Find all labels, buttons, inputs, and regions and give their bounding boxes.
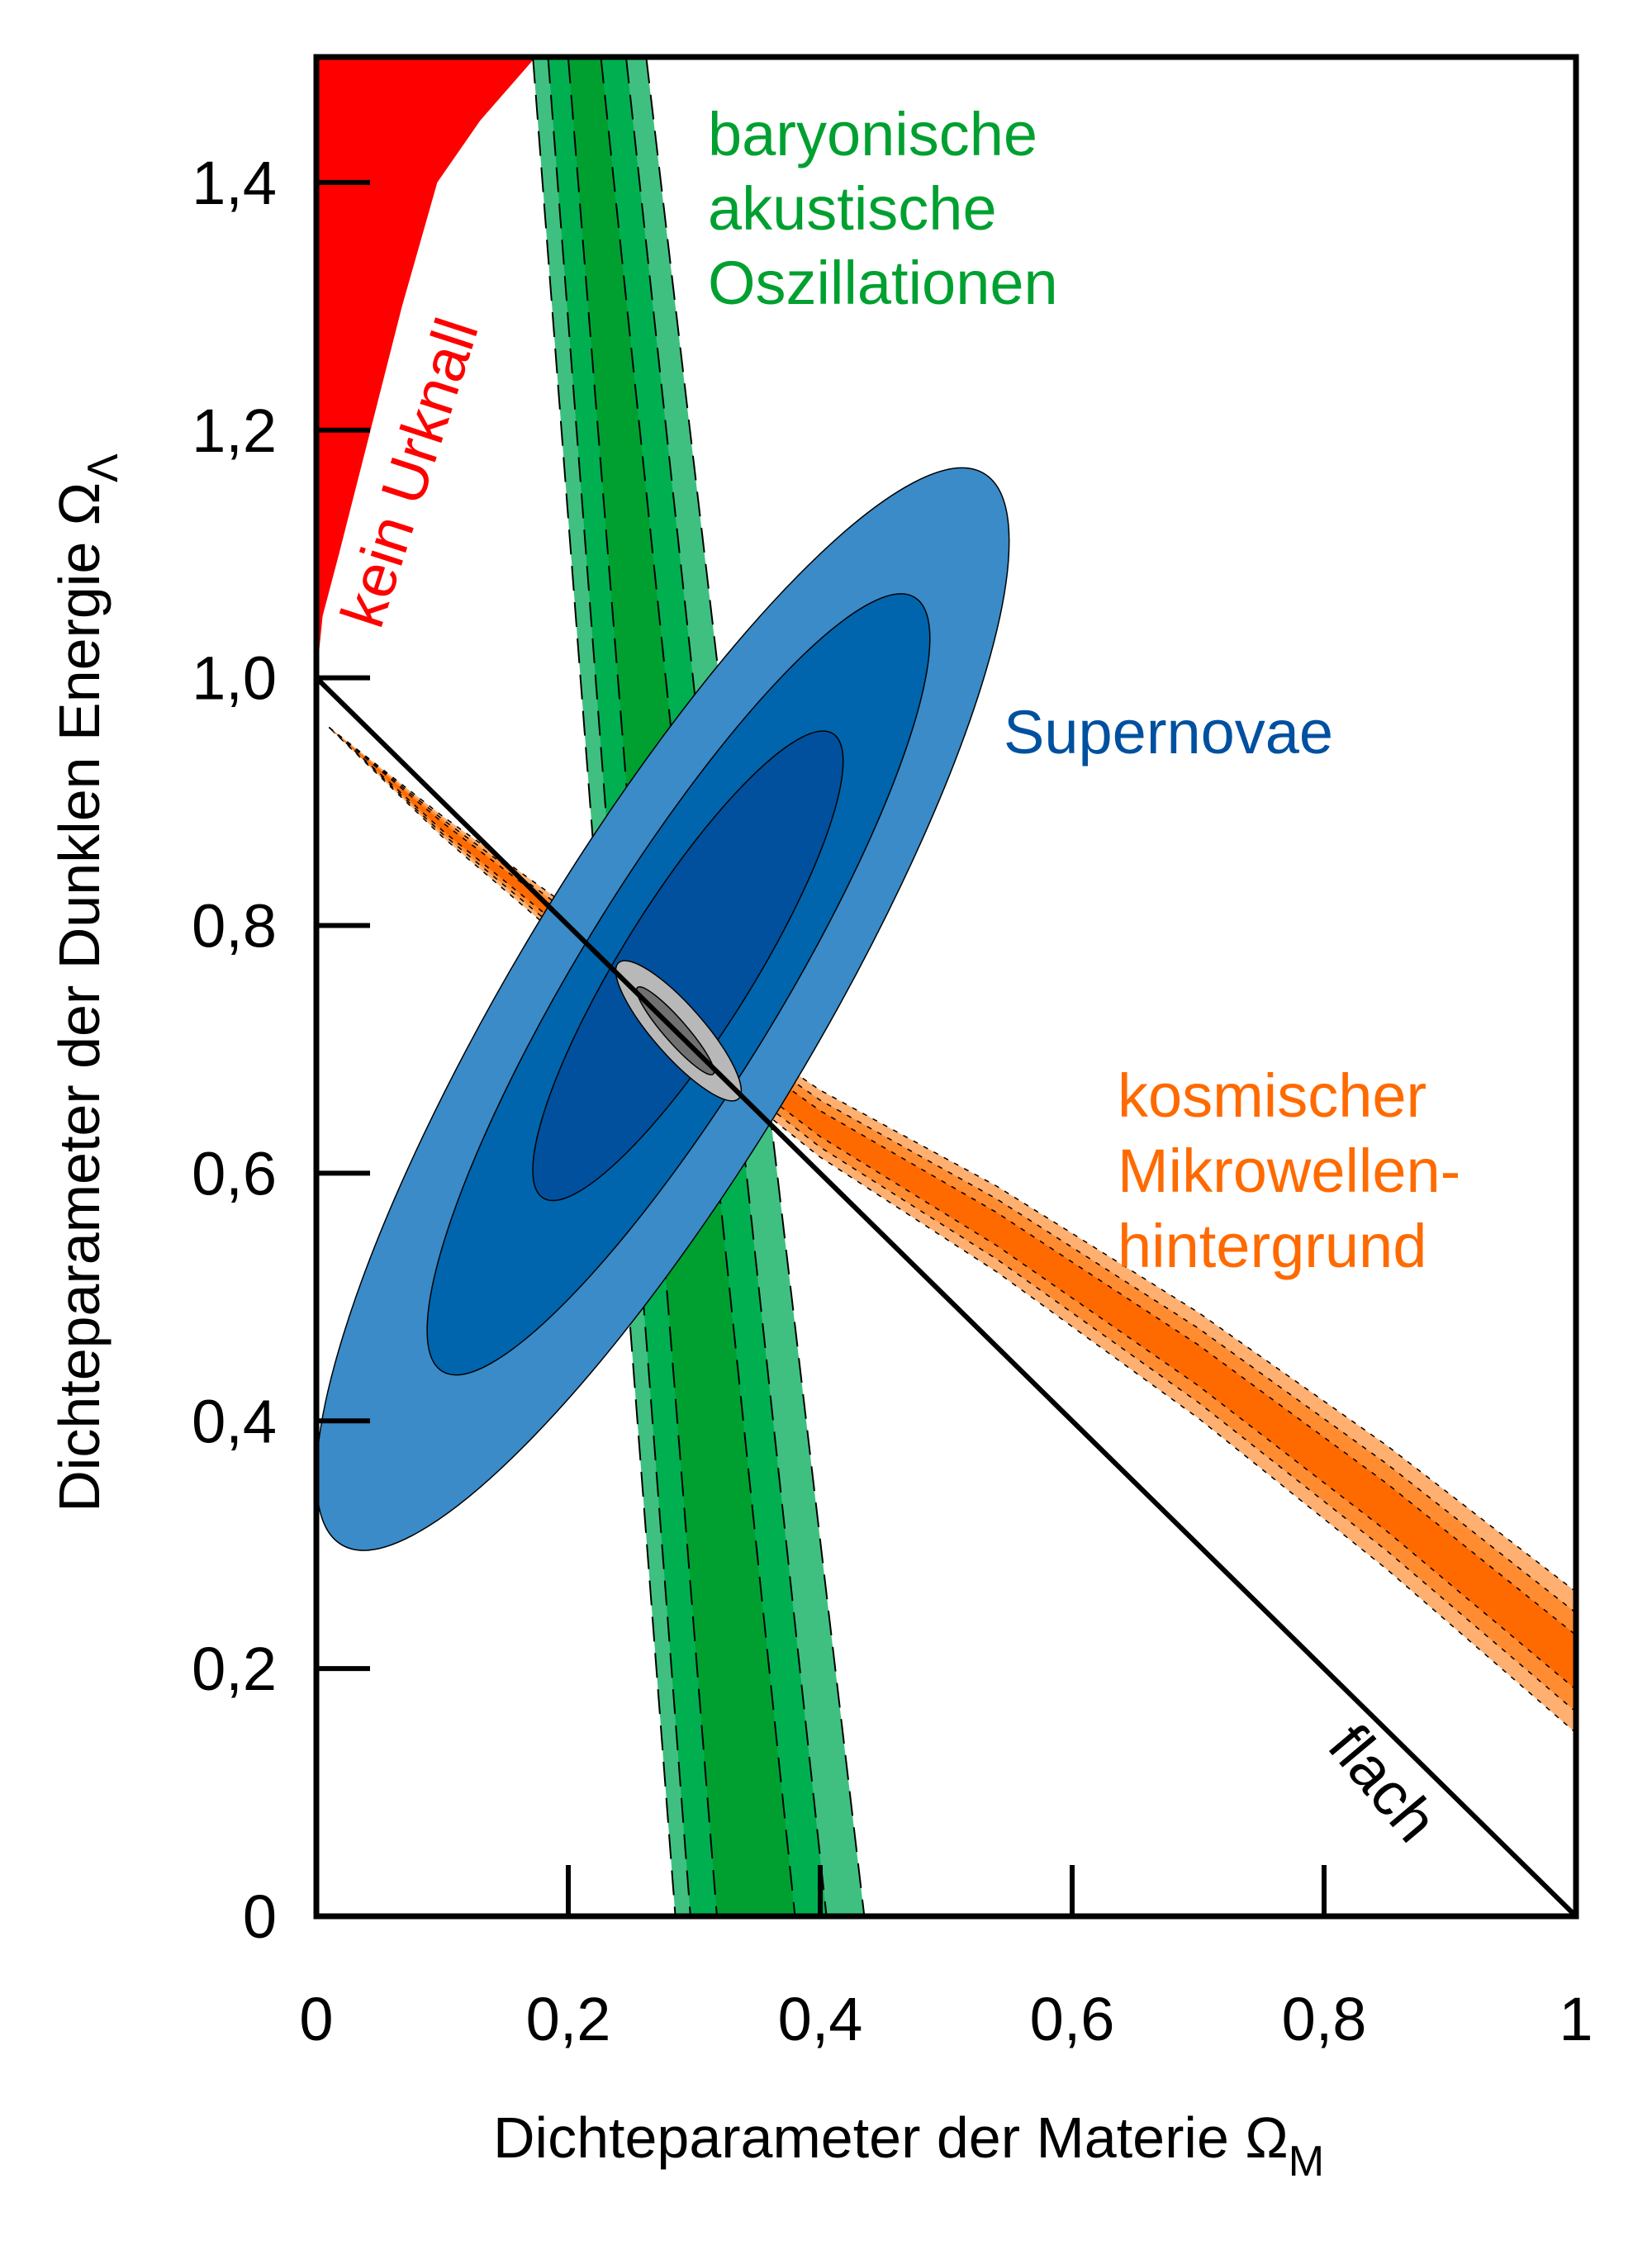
cmb-label-line-3: hintergrund [1118, 1212, 1427, 1280]
bao-label-line-2: akustische [708, 174, 997, 243]
bao-label-line-3: Oszillationen [708, 249, 1058, 317]
flat-label: flach [1316, 1711, 1451, 1854]
bao-label-line-1: baryonische [708, 100, 1037, 168]
plot-area [316, 58, 1576, 1916]
flat-universe-line [316, 676, 1576, 1916]
x-tick-label: 0,2 [526, 1985, 611, 2053]
y-tick-label: 0,6 [192, 1139, 277, 1208]
x-tick-label: 0,8 [1282, 1985, 1367, 2053]
cmb-band-edge [328, 727, 1576, 1592]
cmb-band-edge [328, 727, 1576, 1713]
x-tick-label: 0 [299, 1985, 333, 2053]
cmb-band-edge [328, 727, 1576, 1734]
cmb-band-3 [329, 727, 1576, 1690]
bao-band-edge [600, 58, 796, 1916]
cmb-label-line-2: Mikrowellen- [1118, 1137, 1460, 1205]
supernovae-contour-3 [532, 730, 844, 1202]
supernovae-label: Supernovae [1004, 698, 1333, 767]
y-tick-label: 1,0 [192, 644, 277, 713]
y-tick-label: 1,2 [192, 396, 277, 465]
y-tick-label: 0 [243, 1882, 277, 1951]
x-tick-label: 0,6 [1030, 1985, 1115, 2053]
y-axis-title: Dichteparameter der Dunklen Energie ΩΛ [47, 453, 127, 1512]
bao-band-edge [645, 58, 866, 1916]
axes-box [313, 54, 1579, 1920]
x-axis-title: Dichteparameter der Materie ΩM [493, 2105, 1324, 2186]
no-big-bang-region [316, 59, 534, 678]
bao-band-edge [625, 58, 828, 1916]
cmb-band-edge [328, 727, 1576, 1636]
x-tick-label: 1 [1559, 1985, 1593, 2053]
cmb-band-edge [328, 727, 1576, 1691]
cmb-band-edge [328, 727, 1576, 1614]
x-tick-label: 0,4 [778, 1985, 863, 2053]
axis-ticks: 0 0,2 0,4 0,6 0,8 1 0 0,2 0,4 0,6 0,8 1,0 1,2 1,4 [192, 149, 1593, 2053]
y-tick-label: 0,8 [192, 892, 277, 961]
y-tick-label: 0,2 [192, 1635, 277, 1703]
plot-frame [313, 54, 1579, 1920]
cmb-label-line-1: kosmischer [1118, 1061, 1427, 1130]
y-tick-label: 1,4 [192, 149, 277, 217]
y-tick-label: 0,4 [192, 1387, 277, 1455]
